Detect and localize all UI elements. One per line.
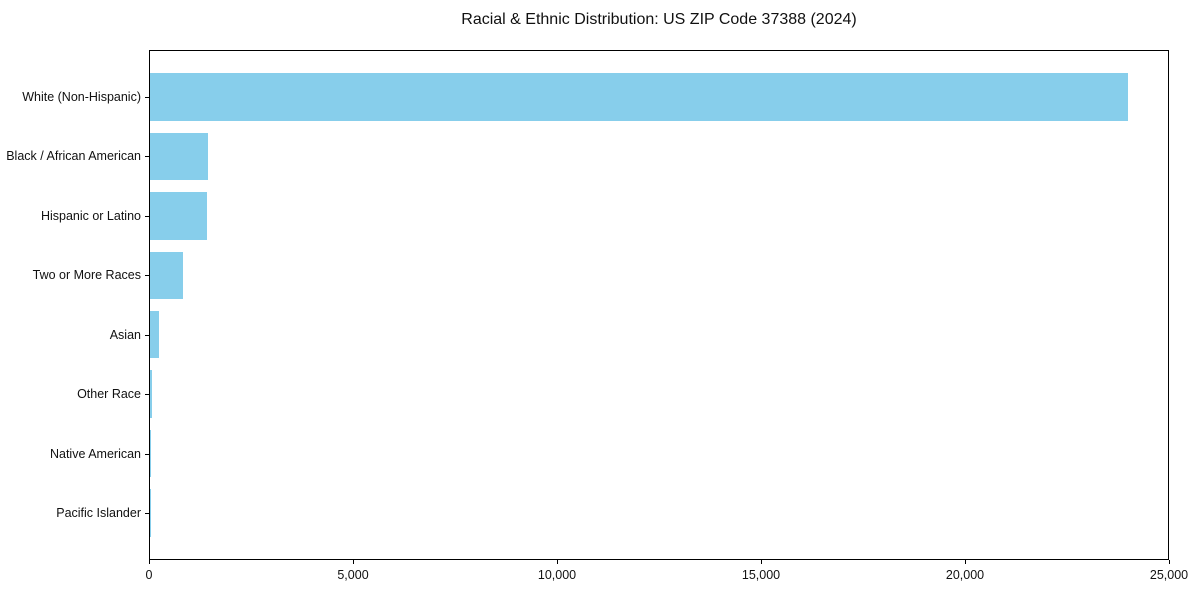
x-tick-mark [761,560,762,564]
bar-asian [150,310,160,359]
x-tick-mark [353,560,354,564]
y-tick-label: White (Non-Hispanic) [22,89,141,104]
y-tick-label: Native American [49,446,141,461]
bar-black-african-american [150,132,209,181]
x-tick-mark [1169,560,1170,564]
x-tick-label: 25,000 [1149,568,1189,582]
bar-white-non-hispanic [150,73,1128,121]
x-tick-label: 0 [145,568,153,582]
x-tick-mark [965,560,966,564]
bar-hispanic-or-latino [150,192,208,240]
bar-native-american [150,429,151,478]
y-tick-label: Other Race [77,387,141,402]
x-tick-label: 20,000 [945,568,985,582]
y-tick-mark [145,334,149,336]
y-tick-mark [145,275,149,277]
y-tick-mark [145,156,149,158]
x-tick-mark [557,560,558,564]
y-tick-mark [145,513,149,515]
bar-other-race [150,370,152,418]
y-tick-mark [145,96,149,98]
y-tick-label: Pacific Islander [56,506,141,521]
y-tick-mark [145,215,149,217]
y-tick-label: Asian [109,327,141,342]
plot-area [149,50,1169,560]
y-tick-label: Two or More Races [32,268,141,283]
x-tick-label: 15,000 [741,568,781,582]
y-tick-mark [145,394,149,396]
y-tick-label: Black / African American [6,149,141,164]
x-tick-label: 10,000 [537,568,577,582]
y-tick-mark [145,453,149,455]
y-tick-label: Hispanic or Latino [40,208,141,223]
x-tick-mark [149,560,150,564]
chart-title: Racial & Ethnic Distribution: US ZIP Cod… [461,11,857,28]
x-tick-label: 5,000 [337,568,369,582]
bar-two-or-more-races [150,251,183,300]
